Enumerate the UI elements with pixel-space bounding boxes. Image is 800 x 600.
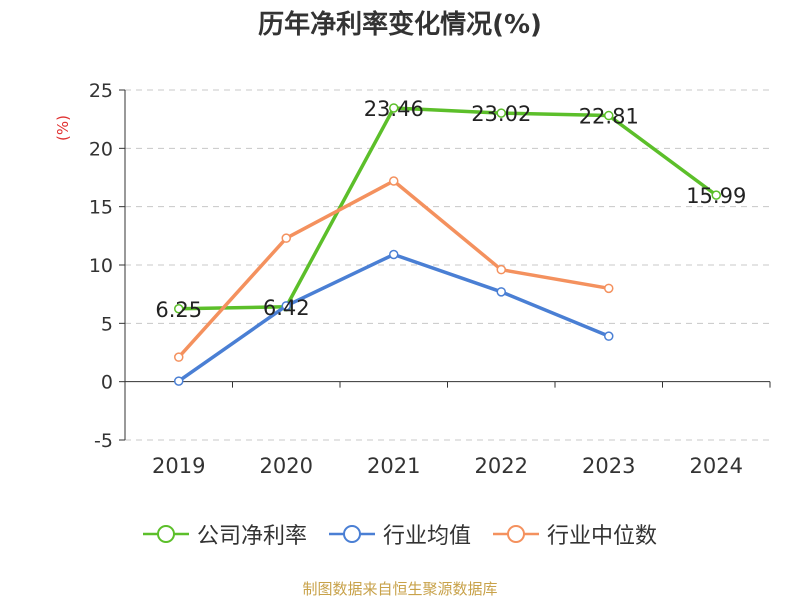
source-note: 制图数据来自恒生聚源数据库 (302, 580, 498, 598)
legend-marker (156, 525, 175, 543)
data-point (389, 103, 399, 113)
data-point (496, 264, 506, 275)
x-tick-label: 2023 (582, 454, 635, 478)
y-tick-label: -5 (94, 430, 113, 452)
data-label: 15.99 (686, 184, 746, 208)
data-point (389, 176, 399, 186)
data-point (604, 283, 614, 294)
data-point (281, 301, 291, 311)
y-axis-label: (%) (54, 115, 72, 141)
series-line-2 (177, 179, 610, 359)
legend-item[interactable]: 公司净利率 (142, 518, 307, 550)
data-label: 23.02 (471, 102, 531, 126)
x-tick-label: 2020 (260, 454, 313, 478)
x-tick-label: 2021 (367, 454, 420, 478)
data-point (174, 304, 184, 314)
data-label: 6.42 (263, 296, 310, 320)
y-tick-label: 20 (89, 138, 113, 160)
data-point (496, 287, 506, 297)
legend-label: 行业中位数 (547, 524, 658, 549)
x-tick-label: 2024 (690, 454, 743, 478)
y-tick-label: 5 (101, 313, 113, 335)
data-point (389, 249, 399, 260)
legend-label: 行业均值 (382, 524, 471, 549)
legend-line-marker-icon (493, 525, 539, 543)
legend-label: 公司净利率 (196, 524, 307, 549)
y-tick-label: 0 (101, 372, 113, 394)
series-line-1 (177, 252, 610, 383)
legend-item[interactable]: 行业中位数 (493, 518, 657, 550)
legend-line-marker-icon (142, 525, 189, 543)
chart-title: 历年净利率变化情况(%) (258, 10, 542, 40)
data-point (604, 331, 614, 341)
data-label: 22.81 (579, 105, 639, 129)
data-point (174, 352, 184, 362)
x-tick-label: 2019 (152, 454, 205, 478)
y-tick-label: 15 (89, 197, 113, 219)
data-point (711, 190, 721, 200)
series-line-0 (178, 106, 718, 311)
legend-marker (507, 525, 525, 543)
data-point (496, 108, 506, 118)
legend-marker (342, 525, 361, 543)
data-point (604, 110, 614, 121)
data-point (174, 376, 184, 386)
y-tick-label: 25 (89, 80, 113, 102)
legend-line-marker-icon (328, 525, 375, 543)
data-label: 6.25 (155, 298, 202, 322)
chart-legend: 公司净利率 行业均值 行业中位数 (0, 518, 800, 550)
data-label: 23.46 (364, 97, 424, 121)
legend-item[interactable]: 行业均值 (328, 518, 471, 550)
y-tick-label: 10 (89, 255, 113, 277)
data-point (281, 233, 291, 243)
x-tick-label: 2022 (475, 454, 528, 478)
